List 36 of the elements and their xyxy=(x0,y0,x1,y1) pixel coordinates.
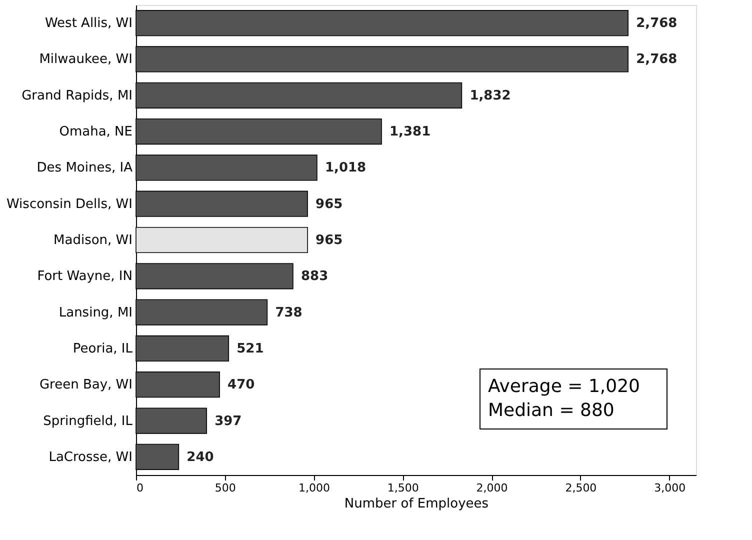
data-label: 470 xyxy=(228,378,255,393)
data-label: 738 xyxy=(275,305,302,320)
y-tick-label: Grand Rapids, MI xyxy=(22,88,132,104)
y-tick-label: Peoria, IL xyxy=(72,341,134,356)
data-label: 240 xyxy=(186,450,214,465)
data-label: 1,018 xyxy=(324,160,366,176)
data-label: 965 xyxy=(316,196,343,212)
x-tick-label: 3,000 xyxy=(654,482,686,494)
y-tick-label: Des Moines, IA xyxy=(36,160,133,176)
x-tick-label: 1,000 xyxy=(298,482,330,494)
y-tick-label: Springfield, IL xyxy=(43,414,134,429)
data-label: 397 xyxy=(214,414,242,429)
y-tick-label: LaCrosse, WI xyxy=(48,450,132,465)
annotation: Average = 1,020 xyxy=(488,376,640,397)
x-axis-title: Number of Employees xyxy=(344,496,489,512)
y-tick-label: Lansing, MI xyxy=(58,305,132,320)
y-tick-label: West Allis, WI xyxy=(44,16,132,32)
data-label: 521 xyxy=(236,341,264,356)
data-label: 965 xyxy=(316,233,343,248)
data-label: 2,768 xyxy=(636,52,678,68)
annotation: Median = 880 xyxy=(488,400,614,421)
data-label: 2,768 xyxy=(636,16,678,32)
y-tick-label: Wisconsin Dells, WI xyxy=(6,196,132,212)
y-tick-label: Fort Wayne, IN xyxy=(37,269,132,284)
y-tick-label: Milwaukee, WI xyxy=(39,52,132,68)
y-tick-label: Omaha, NE xyxy=(59,124,132,140)
data-label: 1,832 xyxy=(470,88,511,104)
x-tick-label: 0 xyxy=(136,482,144,494)
x-tick-label: 1,500 xyxy=(387,482,419,494)
x-tick-label: 2,000 xyxy=(476,482,508,494)
x-tick-label: 500 xyxy=(214,482,236,494)
y-tick-label: Green Bay, WI xyxy=(39,378,132,393)
data-label: 883 xyxy=(300,269,328,284)
y-tick-label: Madison, WI xyxy=(54,233,132,248)
data-label: 1,381 xyxy=(390,124,431,140)
x-tick-label: 2,500 xyxy=(565,482,597,494)
